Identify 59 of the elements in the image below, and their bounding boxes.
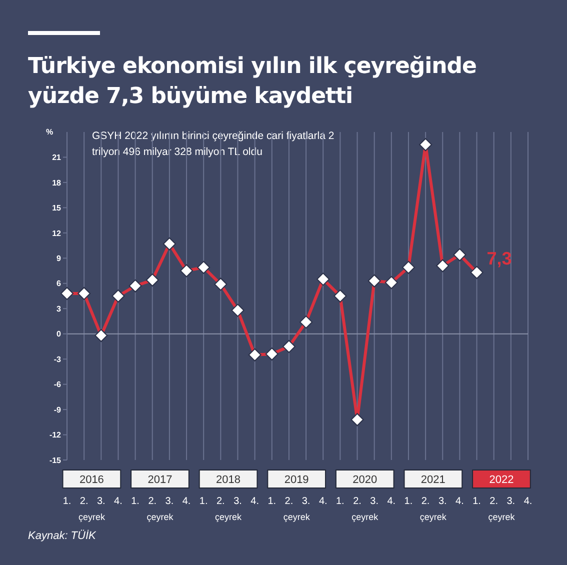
y-tick-label: 3 [56,304,62,314]
y-tick-label: -3 [54,354,62,364]
x-tick-label: 4. [524,496,532,507]
y-tick-label: 21 [52,153,62,162]
x-tick-label: 2. [284,496,294,507]
text: 2020 [352,474,378,486]
x-tick-label: 1. [472,496,481,507]
text: 2021 [420,474,446,486]
text: 2016 [79,474,104,486]
x-tick-label: 4. [318,496,328,507]
x-tick-label: 2. [148,496,157,507]
x-tick-label: 1. [199,496,208,507]
y-tick-label: 15 [52,204,62,213]
y-axis-title: % [46,128,54,137]
x-tick-label: 3. [165,496,174,507]
x-tick-label: 4. [182,496,191,507]
x-tick-label: 4. [114,496,122,507]
y-tick-label: 12 [52,228,62,238]
x-tick-label: 3. [96,496,106,507]
x-tick-label: 2. [80,496,88,507]
x-tick-label: 3. [370,496,379,507]
chart-title: Türkiye ekonomisi yılın ilk çeyreğinde yüzde 7,3 büyüme kaydetti [28,53,478,111]
x-tick-label: 2. [353,496,362,507]
x-tick-label: 1. [404,496,413,507]
y-tick-label: 0 [56,330,62,339]
text: 2017 [148,474,172,486]
x-tick-label: 3. [234,496,242,507]
y-tick-label: -6 [54,380,62,390]
text: çeyrek [352,512,378,522]
y-tick-label: 9 [56,254,62,263]
x-tick-label: 2. [421,496,430,507]
text: çeyrek [420,512,446,522]
x-tick-label: 3. [506,496,516,507]
x-tick-label: 1. [268,496,276,507]
y-tick-label: -12 [49,430,62,440]
x-tick-label: 4. [456,496,464,507]
x-axis-title: çeyrek [78,512,106,522]
text: 2019 [284,474,309,486]
text: 2018 [216,474,241,486]
x-tick-label: 4. [250,496,259,507]
y-tick-label: -15 [49,456,62,465]
text: Kaynak: TÜİK [28,530,96,542]
y-tick-label: 6 [56,279,62,288]
text: çeyrek [283,512,310,522]
data-label: 7,3 [486,248,512,268]
x-tick-label: 1. [62,496,72,507]
x-tick-label: 2. [216,496,225,507]
x-tick-label: 1. [336,496,344,507]
x-tick-label: 2. [490,496,498,507]
text: çeyrek [215,512,242,522]
text: çeyrek [146,512,174,522]
text: çeyrek [488,512,515,522]
text: 2022 [489,474,514,486]
x-tick-label: 3. [438,496,447,507]
x-tick-label: 3. [302,496,310,507]
y-tick-label: 18 [52,178,62,188]
x-tick-label: 4. [387,496,396,507]
y-tick-label: -9 [54,405,62,414]
x-tick-label: 1. [131,496,140,507]
